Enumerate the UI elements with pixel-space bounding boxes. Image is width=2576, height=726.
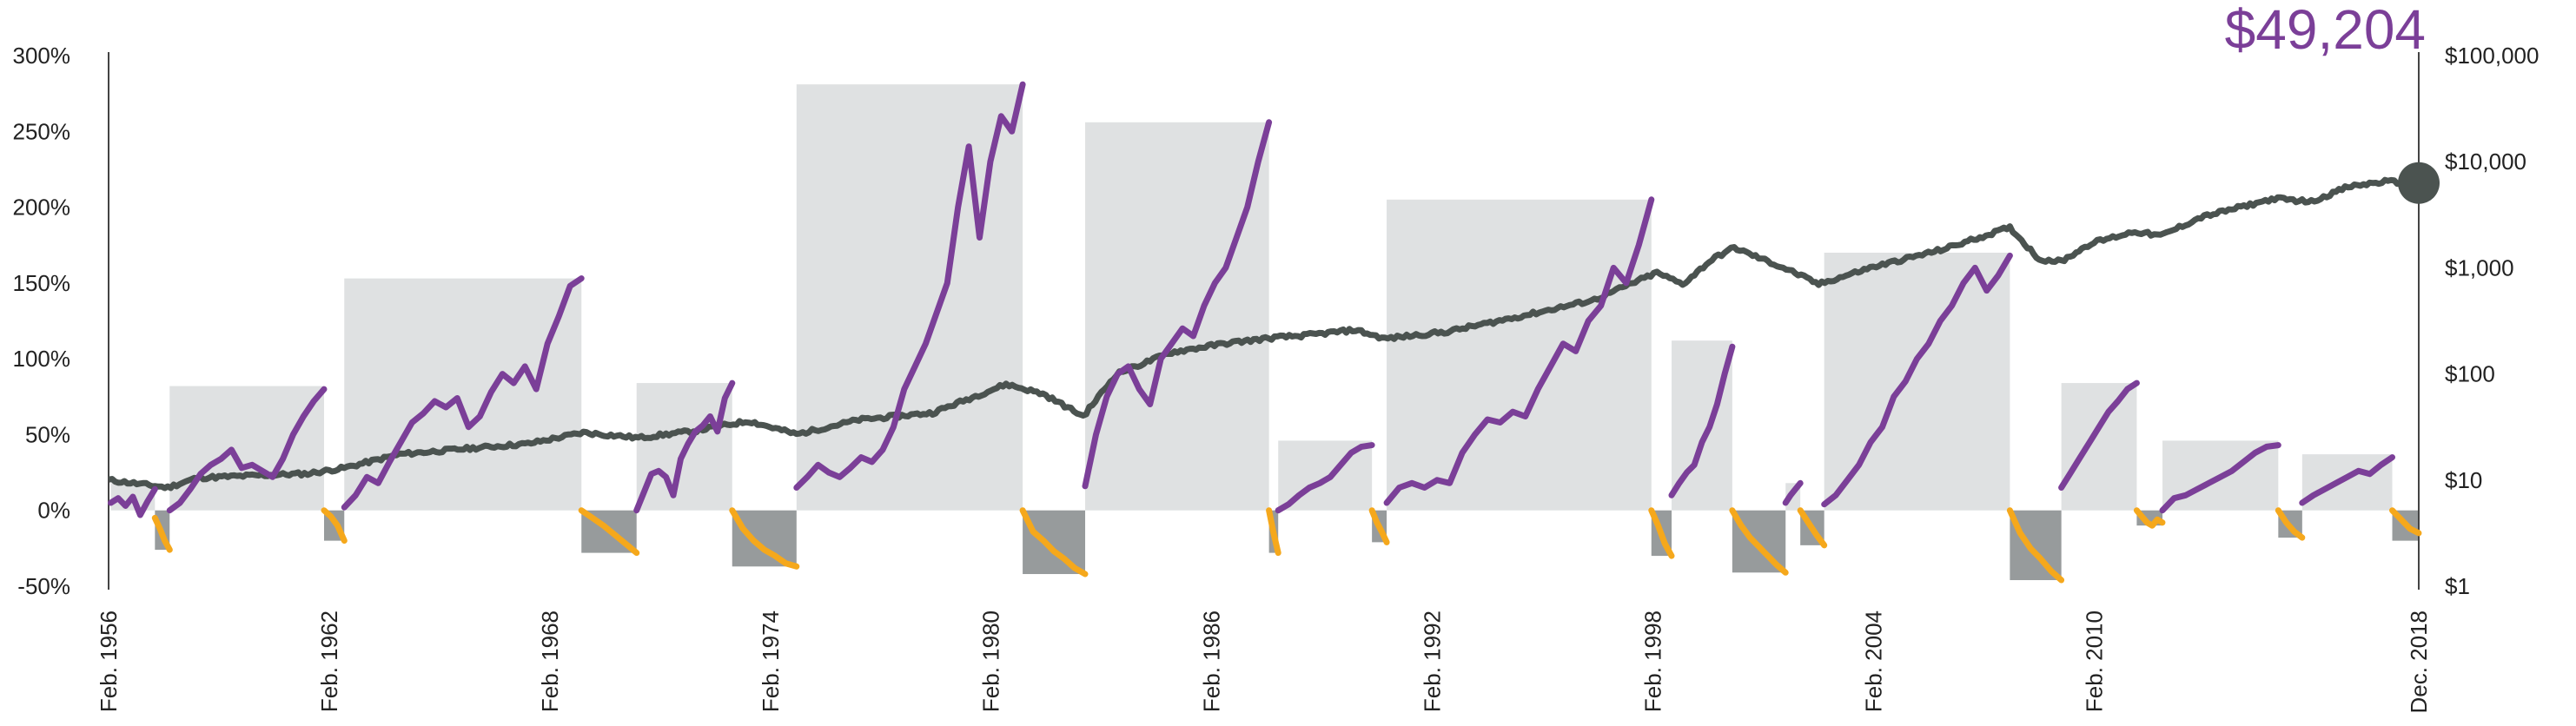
bull-market-line-18: [1782, 479, 1804, 506]
right-tick-label: $1,000: [2445, 254, 2514, 280]
bear-market-line-13: [1368, 507, 1390, 545]
left-tick-label: 250%: [13, 118, 71, 144]
final-value-marker: [2398, 162, 2440, 204]
bear-market-line-25: [2275, 507, 2306, 541]
right-tick-label: $100,000: [2445, 43, 2539, 69]
x-tick-label: Feb. 1980: [978, 610, 1004, 712]
cumulative-growth-line: [108, 176, 2420, 492]
bear-market-line-19: [1797, 507, 1828, 549]
bull-market-line-2: [166, 386, 328, 514]
bull-market-line-26: [2299, 454, 2395, 506]
bull-market-line-4: [341, 275, 585, 511]
x-axis-tick-labels: Feb. 1956 Feb. 1962 Feb. 1968 Feb. 1974 Feb.…: [96, 610, 2432, 714]
left-tick-label: 0%: [37, 498, 70, 524]
bull-market-line-0: [108, 485, 158, 518]
market-period-boxes: [110, 84, 2419, 581]
bull-market-line-8: [793, 81, 1026, 491]
bear-market-line-1: [151, 514, 173, 553]
right-y-axis-tick-labels: $1 $10 $100 $1,000 $10,000 $100,000: [2445, 43, 2539, 599]
bear-market-line-23: [2133, 507, 2166, 529]
bull-market-line-24: [2159, 442, 2281, 514]
final-value-label: $49,204: [2225, 0, 2426, 61]
bull-market-line-20: [1821, 252, 2013, 508]
left-tick-label: 300%: [13, 43, 71, 69]
bull-market-line-10: [1082, 119, 1273, 490]
market-period-lines: [108, 81, 2422, 584]
left-tick-label: -50%: [17, 573, 70, 599]
bear-market-box-7: [732, 510, 797, 567]
x-tick-label: Feb. 1962: [316, 610, 342, 712]
bull-market-box-8: [796, 84, 1023, 511]
bear-market-line-11: [1266, 507, 1281, 557]
right-tick-label: $1: [2445, 573, 2470, 599]
left-tick-label: 150%: [13, 270, 71, 296]
bear-market-line-21: [2006, 507, 2065, 584]
bull-market-box-14: [1387, 199, 1652, 511]
cumulative-growth-series: [108, 176, 2420, 492]
right-tick-label: $100: [2445, 361, 2495, 387]
x-tick-label: Dec. 2018: [2406, 610, 2432, 714]
left-tick-label: 200%: [13, 195, 71, 221]
x-tick-label: Feb. 2010: [2081, 610, 2107, 712]
bear-market-line-15: [1648, 507, 1675, 559]
right-tick-label: $10: [2445, 467, 2482, 493]
left-y-axis-tick-labels: -50% 0% 50% 100% 150% 200% 250% 300%: [13, 43, 71, 599]
bull-market-line-6: [633, 380, 736, 514]
x-tick-label: Feb. 1974: [758, 610, 784, 712]
bull-market-line-22: [2058, 380, 2140, 491]
bear-market-line-27: [2389, 507, 2422, 537]
x-tick-label: Feb. 1986: [1199, 610, 1225, 712]
x-tick-label: Feb. 1992: [1420, 610, 1446, 712]
bull-market-box-22: [2061, 383, 2137, 511]
right-tick-label: $10,000: [2445, 148, 2526, 175]
bear-market-line-17: [1729, 507, 1789, 576]
bull-market-line-12: [1275, 442, 1375, 514]
bull-market-box-10: [1085, 122, 1269, 511]
bull-market-box-2: [169, 386, 324, 511]
bull-market-box-26: [2301, 454, 2393, 511]
bear-market-line-3: [321, 507, 348, 544]
bear-market-line-5: [578, 507, 640, 557]
bear-market-line-7: [729, 507, 800, 570]
bull-market-line-16: [1668, 343, 1736, 498]
left-tick-label: 50%: [25, 421, 70, 447]
x-tick-label: Feb. 1968: [537, 610, 563, 712]
axes: [108, 52, 2420, 590]
left-tick-label: 100%: [13, 346, 71, 372]
bear-market-box-9: [1023, 510, 1086, 575]
bear-market-line-9: [1019, 507, 1089, 578]
x-tick-label: Feb. 1956: [96, 610, 122, 712]
bull-market-line-14: [1383, 196, 1655, 506]
x-tick-label: Feb. 2004: [1860, 610, 1886, 712]
x-tick-label: Feb. 1998: [1639, 610, 1665, 712]
